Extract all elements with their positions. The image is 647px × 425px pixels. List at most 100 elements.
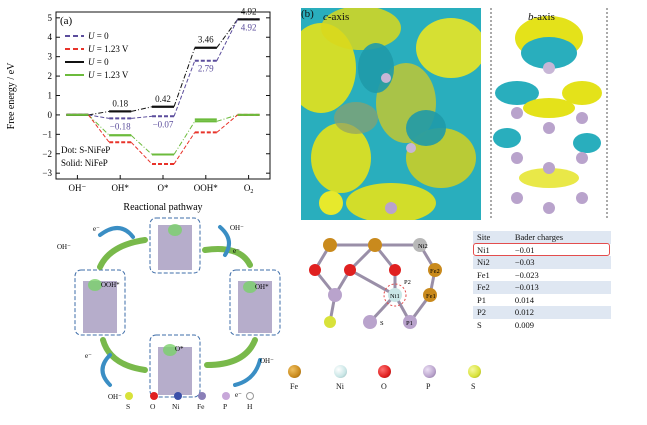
- x-tick-label: OH*: [111, 183, 129, 193]
- connector: [130, 141, 153, 165]
- cycle-oh-3: OH⁻: [260, 357, 274, 365]
- legend-text-2: U = 1.23 V: [88, 44, 129, 54]
- element-legend-right: Fe Ni O P S: [288, 365, 628, 395]
- series-layer: [66, 18, 260, 166]
- value-label-purple: 2.79: [198, 64, 214, 74]
- cycle-e-1: e⁻: [93, 225, 100, 233]
- h-dot-icon: [246, 392, 254, 400]
- connector: [216, 114, 238, 133]
- legend-s: S: [471, 382, 476, 391]
- x-tick-label: O*: [158, 183, 169, 193]
- ni-sphere-icon: [334, 365, 347, 378]
- legend-bottom-p: P: [223, 402, 228, 411]
- legend-ni: Ni: [336, 382, 344, 391]
- connector: [131, 115, 153, 119]
- table-row: Ni1 −0.01: [473, 243, 611, 256]
- charge-cell: 0.014: [510, 293, 611, 306]
- y-axis-label: Free energy / eV: [6, 62, 17, 130]
- bader-header-site: Site: [473, 231, 511, 244]
- y-tick-label: 5: [48, 13, 53, 23]
- cycle-e-2: e⁻: [233, 247, 240, 255]
- connector: [216, 19, 239, 61]
- panel-b-label: (b): [301, 8, 314, 20]
- connector: [216, 19, 239, 49]
- value-label-black: 0.42: [155, 94, 171, 104]
- cycle-box-left: OOH*: [74, 269, 126, 336]
- o-dot-icon: [150, 392, 158, 400]
- series-5: [66, 113, 260, 156]
- connector: [131, 106, 153, 112]
- cycle-box-bottom: O*: [149, 334, 201, 398]
- ni1-highlight: [383, 283, 407, 307]
- legend-bottom-fe: Fe: [197, 402, 205, 411]
- b-axis-label: b-axis: [528, 11, 555, 23]
- connector: [216, 114, 238, 122]
- connector: [173, 132, 196, 165]
- o-sphere-icon: [378, 365, 391, 378]
- value-label-black: 4.92: [241, 6, 257, 16]
- y-ticks: −3 −2 −1 0 1 2 3 4 5: [42, 13, 270, 178]
- site-cell: Ni2: [473, 256, 511, 269]
- atom-label-fe1: Fe1: [426, 293, 436, 300]
- y-tick-label: −1: [42, 129, 52, 139]
- y-tick-label: 1: [48, 91, 53, 101]
- atom-label-p2: P2: [404, 279, 411, 286]
- s-sphere-icon: [468, 365, 481, 378]
- x-ticks: OH⁻ OH* O* OOH* O2: [69, 175, 254, 195]
- element-legend-bottom: S O Ni Fe P H: [120, 392, 320, 420]
- site-cell: Ni1: [473, 243, 511, 256]
- connector: [88, 114, 110, 119]
- site-cell: S: [473, 318, 511, 331]
- charge-cell: −0.03: [510, 256, 611, 269]
- cycle-box-right: OH*: [229, 269, 281, 336]
- oer-cycle-diagram: OOH* OH* O* e⁻ OH⁻ OH⁻ e⁻ OH⁻ e⁻ e⁻ OH⁻: [57, 217, 281, 401]
- chart-legend: U = 0 U = 1.23 V U = 0 U = 1.23 V: [65, 31, 129, 80]
- atomic-structure: Ni2 Fe2 P2 Fe1 Ni1 S P1: [309, 238, 442, 329]
- fe-dot-icon: [198, 392, 206, 400]
- connector: [173, 60, 196, 117]
- value-label-purple: −0.18: [110, 121, 131, 131]
- cycle-arrows: [97, 225, 262, 387]
- legend-bottom-h: H: [247, 402, 253, 411]
- x-tick-label: OOH*: [194, 183, 218, 193]
- atom-label-ni1: Ni1: [390, 293, 400, 300]
- site-cell: P1: [473, 293, 511, 306]
- value-label-black: 3.46: [198, 35, 214, 45]
- charge-cell: 0.012: [510, 306, 611, 319]
- legend-text-4: U = 1.23 V: [88, 70, 129, 80]
- legend-o: O: [381, 382, 387, 391]
- bader-header-charge: Bader charges: [510, 231, 611, 244]
- atom-label-p1: P1: [406, 320, 413, 327]
- annotation-layer: 0.18 0.42 3.46 4.92 −0.18 −0.07 2.79 4.92: [110, 6, 257, 131]
- s-dot-icon: [125, 392, 133, 400]
- x-tick-label: O2: [244, 183, 254, 195]
- connector: [88, 114, 110, 136]
- table-row: S 0.009: [473, 318, 611, 331]
- atom-label-s: S: [380, 320, 384, 327]
- value-label-black: 0.18: [112, 98, 128, 108]
- value-label-purple: 4.92: [241, 22, 257, 32]
- cycle-oh-4: OH⁻: [108, 393, 122, 401]
- ni1-row-highlight: [473, 243, 610, 256]
- legend-bottom-ni: Ni: [172, 402, 180, 411]
- legend-text-1: U = 0: [88, 31, 109, 41]
- site-cell: Fe1: [473, 268, 511, 281]
- legend-p: P: [426, 382, 431, 391]
- table-row: Fe2 −0.013: [473, 281, 611, 294]
- b-axis-density-image: [487, 8, 611, 220]
- connector: [88, 110, 110, 116]
- c-axis-density-art: [301, 8, 481, 220]
- bader-table: Site Bader charges Ni1 −0.01 Ni2 −0.03 Fe1…: [473, 231, 611, 331]
- charge-cell: −0.023: [510, 268, 611, 281]
- cycle-oh-2: OH⁻: [230, 224, 244, 232]
- x-axis-label: Reactional pathway: [123, 202, 202, 213]
- c-axis-label: c-axis: [323, 11, 350, 23]
- p-sphere-icon: [423, 365, 436, 378]
- legend-text-3: U = 0: [88, 57, 109, 67]
- state-o: O*: [175, 345, 184, 353]
- y-tick-label: 0: [48, 110, 53, 120]
- table-row: Fe1 −0.023: [473, 268, 611, 281]
- value-label-purple: −0.07: [153, 119, 174, 129]
- state-ooh: OOH*: [101, 281, 120, 289]
